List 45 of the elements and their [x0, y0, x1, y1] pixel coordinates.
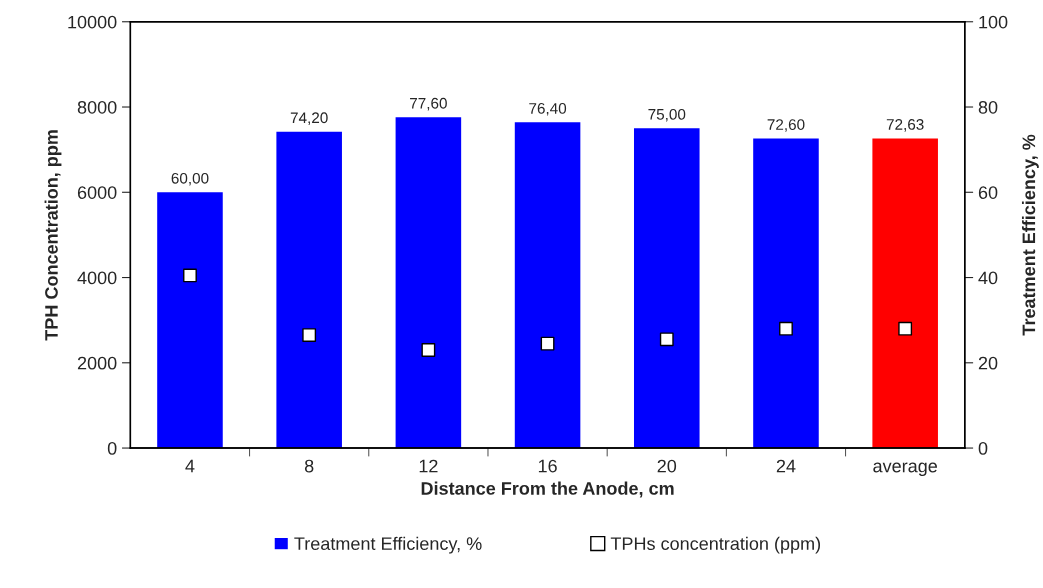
y-axis-title: TPH Concentration, ppm — [44, 130, 62, 341]
point — [898, 321, 913, 336]
bar — [514, 122, 581, 449]
x-tick-label: 16 — [538, 459, 557, 473]
y-tick-label: 2000 — [77, 356, 117, 370]
data-label: 76,40 — [529, 102, 567, 116]
y-tick-label: 10000 — [68, 15, 117, 29]
y2-tick-label: 60 — [978, 186, 998, 199]
point — [659, 332, 674, 347]
y2-tick-label: 0 — [978, 441, 988, 455]
data-label: 74,20 — [290, 112, 328, 125]
point — [540, 336, 555, 351]
bar — [633, 128, 700, 449]
point — [183, 268, 197, 283]
bar — [395, 117, 462, 449]
x-tick-label: 4 — [185, 459, 195, 473]
bar — [872, 138, 938, 449]
x-tick-label: 12 — [419, 459, 438, 473]
y-tick-label: 4000 — [77, 271, 117, 285]
point — [779, 321, 793, 336]
point — [302, 328, 317, 342]
bar — [157, 192, 223, 449]
y2-tick-label: 80 — [978, 100, 998, 114]
data-label: 77,60 — [410, 97, 447, 111]
x-tick-label: 24 — [776, 459, 796, 473]
x-axis-title: Distance From the Anode, cm — [421, 481, 674, 498]
y-tick-label: 0 — [107, 441, 117, 455]
y2-tick-label: 100 — [979, 15, 1008, 29]
legend-label: Treatment Efficiency, % — [294, 536, 482, 554]
y2-tick-label: 40 — [978, 271, 998, 285]
legend-label: TPHs concentration (ppm) — [610, 536, 821, 554]
bar — [276, 131, 342, 449]
x-tick-label: 8 — [304, 459, 314, 473]
point — [421, 343, 436, 357]
data-label: 75,00 — [648, 108, 686, 122]
y2-tick-label: 20 — [978, 356, 998, 370]
y-tick-label: 8000 — [77, 100, 117, 114]
data-label: 72,63 — [886, 119, 924, 132]
data-label: 72,60 — [767, 119, 805, 132]
y-tick-label: 6000 — [77, 186, 117, 199]
y2-axis-title: Treatment Efficiency, % — [1021, 134, 1039, 336]
x-tick-label: 20 — [657, 459, 677, 473]
x-tick-label: average — [873, 462, 937, 476]
data-label: 60,00 — [171, 172, 209, 186]
bar — [753, 138, 819, 449]
